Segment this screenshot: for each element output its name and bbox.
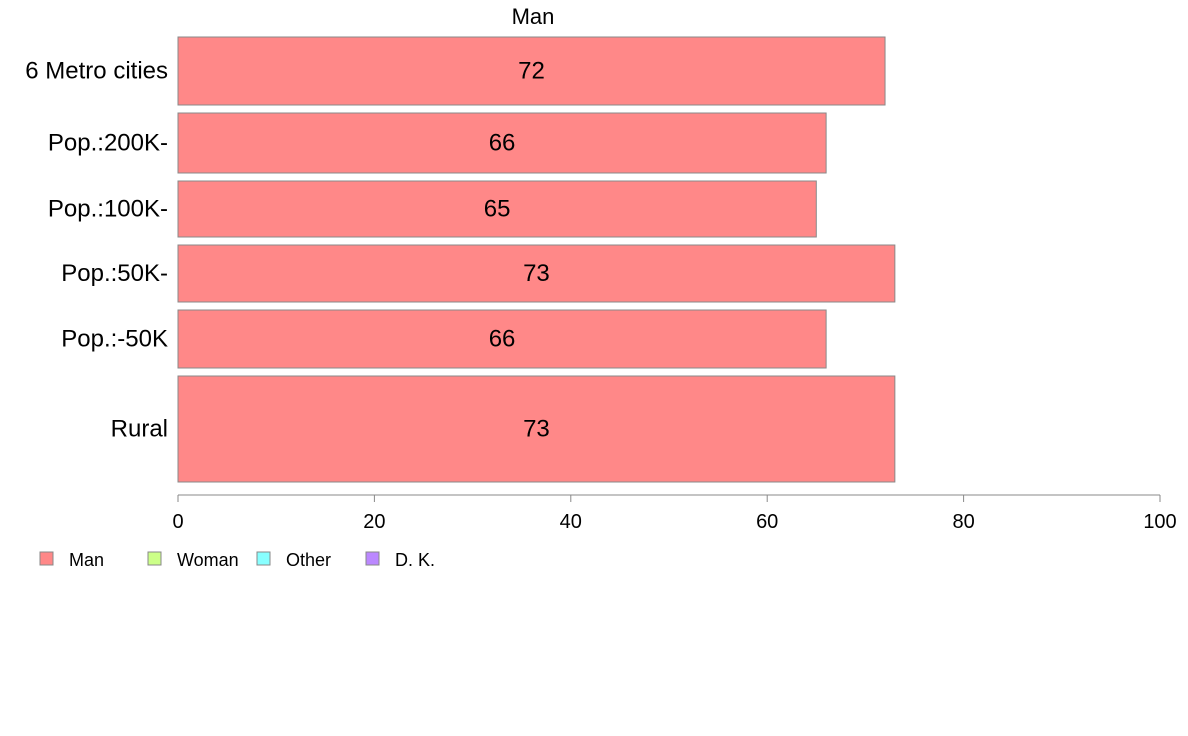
legend-label: Woman xyxy=(177,550,239,570)
legend: Man Woman Other D. K. xyxy=(39,550,435,570)
legend-swatch xyxy=(365,551,380,566)
bar-value-label: 65 xyxy=(484,196,511,223)
bar xyxy=(177,36,886,106)
category-label: Pop.:50K- xyxy=(61,260,168,287)
x-tick-label: 60 xyxy=(756,511,778,533)
category-label: Pop.:200K- xyxy=(48,130,168,157)
bar-value-label: 73 xyxy=(523,260,550,287)
category-label: Pop.:100K- xyxy=(48,196,168,223)
bar-value-label: 72 xyxy=(518,58,545,85)
category-label: Pop.:-50K xyxy=(61,326,168,353)
category-label: Rural xyxy=(111,416,168,443)
x-tick-label: 100 xyxy=(1143,511,1176,533)
legend-swatch xyxy=(256,551,271,566)
legend-label: Other xyxy=(286,550,331,570)
bars-layer: 72 6 Metro cities 66 Pop.:200K- 65 Pop.:100K-… xyxy=(25,36,896,483)
legend-swatch xyxy=(147,551,162,566)
category-label: 6 Metro cities xyxy=(25,58,168,85)
x-tick-label: 0 xyxy=(172,511,183,533)
chart-title: Man xyxy=(512,4,555,29)
bar-value-label: 66 xyxy=(489,326,516,353)
bar xyxy=(177,375,896,483)
x-axis: 0 20 40 60 80 100 xyxy=(172,494,1177,533)
bar xyxy=(177,244,896,303)
legend-swatch xyxy=(39,551,54,566)
bar-value-label: 73 xyxy=(523,416,550,443)
x-tick-label: 20 xyxy=(363,511,385,533)
legend-label: Man xyxy=(69,550,104,570)
x-tick-label: 40 xyxy=(560,511,582,533)
bar-value-label: 66 xyxy=(489,130,516,157)
bar xyxy=(177,180,817,238)
x-tick-label: 80 xyxy=(952,511,974,533)
bar xyxy=(177,112,827,174)
legend-label: D. K. xyxy=(395,550,435,570)
bar xyxy=(177,309,827,369)
